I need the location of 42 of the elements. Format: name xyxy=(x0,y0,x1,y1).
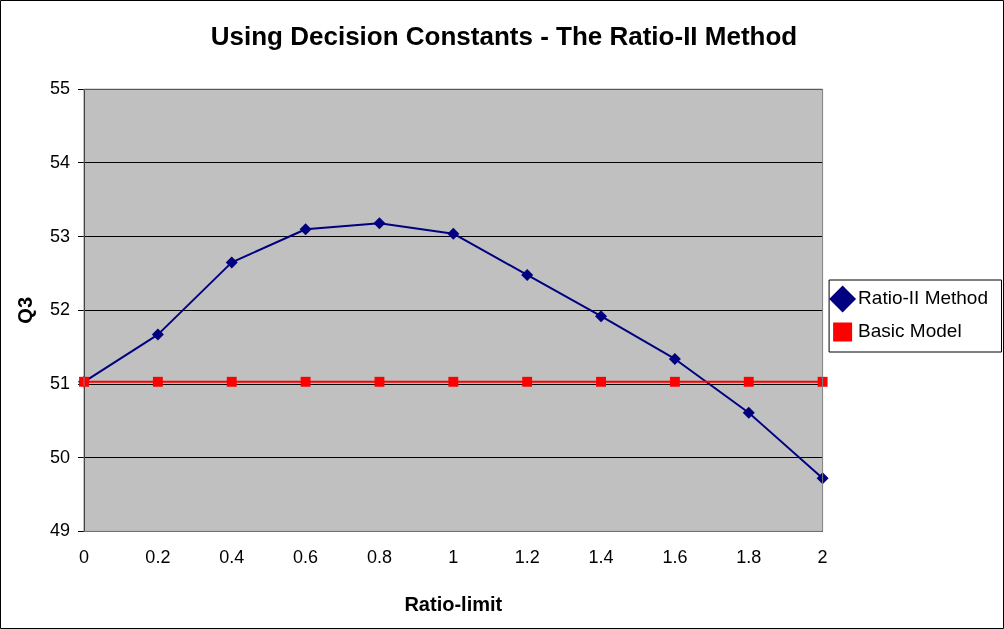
x-tick-label: 0.2 xyxy=(145,547,171,568)
y-axis-title: Q3 xyxy=(13,296,36,324)
legend-label: Ratio-II Method xyxy=(858,287,989,309)
x-axis-title: Ratio-limit xyxy=(404,592,503,615)
y-tick-label: 52 xyxy=(49,299,71,320)
point xyxy=(742,406,755,419)
point xyxy=(300,376,311,387)
point xyxy=(521,268,534,281)
legend-label: Basic Model xyxy=(858,320,962,342)
point xyxy=(448,376,459,387)
point xyxy=(595,310,608,323)
y-tick-label: 54 xyxy=(49,151,71,172)
point xyxy=(226,376,237,387)
point xyxy=(743,376,754,387)
y-tick-label: 55 xyxy=(49,78,71,99)
point xyxy=(225,256,238,269)
point xyxy=(668,352,681,365)
chart-title: Using Decision Constants - The Ratio-II Method xyxy=(210,20,798,51)
y-tick-label: 50 xyxy=(49,446,71,467)
x-tick-label: 0.8 xyxy=(366,547,392,568)
x-tick-label: 1 xyxy=(448,547,459,568)
x-tick-label: 1.4 xyxy=(588,547,614,568)
point xyxy=(152,376,163,387)
x-tick-label: 0.6 xyxy=(293,547,319,568)
point xyxy=(817,376,828,387)
x-tick-label: 0.4 xyxy=(219,547,245,568)
point xyxy=(299,223,312,236)
x-tick-label: 0 xyxy=(79,547,90,568)
point xyxy=(374,376,385,387)
point xyxy=(447,227,460,240)
x-tick-label: 1.2 xyxy=(514,547,540,568)
y-tick-label: 53 xyxy=(49,225,71,246)
point xyxy=(596,376,606,387)
x-tick-label: 1.6 xyxy=(662,547,688,568)
point xyxy=(522,376,533,387)
y-tick-label: 49 xyxy=(49,520,71,541)
x-tick-label: 1.8 xyxy=(736,547,762,568)
point xyxy=(373,217,386,230)
x-tick-label: 2 xyxy=(817,547,828,568)
point xyxy=(669,376,680,387)
point xyxy=(151,328,164,341)
y-tick-label: 51 xyxy=(49,372,71,393)
